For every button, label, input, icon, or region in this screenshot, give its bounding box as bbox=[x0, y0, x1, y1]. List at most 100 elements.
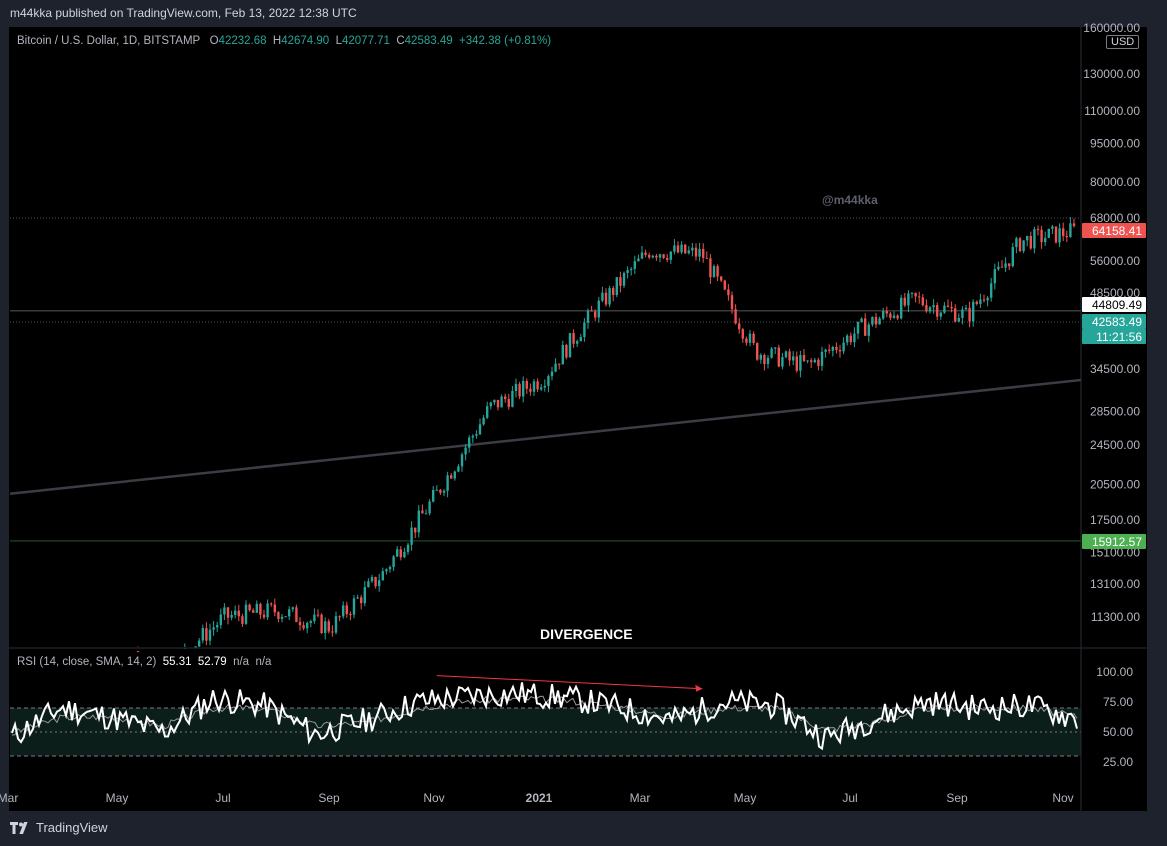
candle-body-98 bbox=[363, 587, 366, 604]
candle-body-280 bbox=[1018, 238, 1022, 252]
trendline bbox=[9, 378, 1082, 495]
candle-body-155 bbox=[568, 333, 572, 358]
candle-body-214 bbox=[781, 357, 784, 367]
candle-body-55 bbox=[208, 629, 212, 641]
candle-body-78 bbox=[291, 607, 294, 610]
candle-body-191 bbox=[698, 248, 701, 257]
candle-body-228 bbox=[831, 346, 834, 351]
candle-body-51 bbox=[194, 646, 197, 648]
time-tick-2: Jul bbox=[215, 791, 230, 805]
candle-body-73 bbox=[273, 604, 276, 613]
candle-body-74 bbox=[277, 612, 280, 619]
candle-body-238 bbox=[867, 324, 870, 336]
candle-body-227 bbox=[828, 349, 831, 351]
candle-body-106 bbox=[392, 556, 395, 568]
candle-body-188 bbox=[687, 250, 690, 254]
candle-body-254 bbox=[925, 305, 928, 312]
candle-body-105 bbox=[388, 567, 392, 570]
price-label-1: 44809.49 bbox=[1092, 298, 1142, 312]
candle-body-192 bbox=[702, 248, 705, 258]
rsi-tick-2: 50.00 bbox=[1103, 725, 1133, 739]
candle-body-159 bbox=[583, 322, 586, 338]
candle-body-108 bbox=[399, 549, 402, 558]
open-label: O bbox=[209, 35, 219, 47]
candle-body-274 bbox=[997, 266, 1000, 270]
candle-body-142 bbox=[522, 381, 525, 397]
chart-frame[interactable] bbox=[9, 27, 1147, 811]
candle-body-115 bbox=[424, 513, 428, 515]
divergence-arrowhead bbox=[695, 684, 703, 692]
candle-body-85 bbox=[316, 614, 320, 616]
price-pane bbox=[9, 217, 1082, 653]
candle-body-177 bbox=[648, 254, 651, 258]
candle-body-282 bbox=[1026, 235, 1029, 241]
candle-body-175 bbox=[640, 252, 644, 259]
candle-body-64 bbox=[241, 616, 244, 624]
candle-body-123 bbox=[453, 471, 456, 479]
candle-body-247 bbox=[900, 297, 903, 319]
candle-body-262 bbox=[954, 308, 957, 322]
time-tick-5: 2021 bbox=[526, 791, 553, 805]
time-tick-10: Nov bbox=[1052, 791, 1073, 805]
price-tick-6: 56000.00 bbox=[1090, 254, 1140, 268]
candle-body-130 bbox=[478, 424, 482, 435]
candle-body-84 bbox=[313, 614, 316, 622]
candle-body-167 bbox=[612, 288, 615, 296]
candle-body-221 bbox=[806, 360, 809, 362]
candle-body-107 bbox=[396, 549, 399, 557]
price-tick-7: 48500.00 bbox=[1090, 286, 1140, 300]
candle-body-286 bbox=[1040, 229, 1043, 243]
price-tick-5: 68000.00 bbox=[1090, 211, 1140, 225]
candle-body-204 bbox=[745, 338, 748, 343]
candle-body-273 bbox=[993, 269, 996, 284]
price-tick-8: 34500.00 bbox=[1090, 362, 1140, 376]
candle-body-76 bbox=[284, 616, 287, 618]
candle-body-225 bbox=[820, 351, 824, 366]
candle-body-235 bbox=[856, 321, 860, 334]
rsi-pane bbox=[10, 675, 1081, 757]
footer-brand[interactable]: TradingView bbox=[10, 820, 108, 835]
candle-body-178 bbox=[651, 255, 654, 258]
price-tick-12: 17500.00 bbox=[1090, 513, 1140, 527]
price-tick-15: 11300.00 bbox=[1091, 610, 1140, 624]
candle-body-255 bbox=[928, 307, 932, 312]
time-tick-8: Jul bbox=[842, 791, 857, 805]
time-tick-3: Sep bbox=[318, 791, 340, 805]
candle-body-96 bbox=[356, 597, 359, 599]
tradingview-logo-icon bbox=[10, 821, 28, 834]
candle-body-141 bbox=[518, 383, 521, 397]
price-label-4: 15912.57 bbox=[1092, 535, 1142, 549]
price-label-0: 64158.41 bbox=[1092, 224, 1142, 238]
candle-body-243 bbox=[885, 311, 888, 314]
candle-body-54 bbox=[205, 628, 208, 641]
price-label-box-4 bbox=[1082, 534, 1146, 549]
price-tick-13: 15100.00 bbox=[1090, 546, 1140, 560]
candle-body-89 bbox=[331, 631, 334, 633]
candle-body-119 bbox=[439, 489, 442, 493]
candle-body-139 bbox=[511, 391, 514, 407]
candle-body-289 bbox=[1051, 226, 1054, 229]
candle-body-190 bbox=[694, 247, 698, 257]
candle-body-143 bbox=[525, 381, 528, 389]
time-tick-4: Nov bbox=[423, 791, 444, 805]
candle-body-222 bbox=[810, 360, 813, 363]
candle-body-278 bbox=[1011, 247, 1014, 267]
candle-body-231 bbox=[842, 342, 845, 352]
candle-body-156 bbox=[572, 333, 575, 344]
rsi-na-1: n/a bbox=[233, 656, 250, 668]
candle-body-259 bbox=[943, 305, 946, 313]
candle-body-120 bbox=[442, 490, 446, 493]
candle-body-128 bbox=[471, 435, 474, 438]
candle-body-197 bbox=[720, 276, 723, 281]
candle-body-292 bbox=[1062, 228, 1065, 237]
candle-body-229 bbox=[835, 346, 838, 350]
currency-button[interactable]: USD bbox=[1106, 35, 1140, 49]
price-label-3: 11:21:56 bbox=[1096, 330, 1142, 344]
candle-body-266 bbox=[968, 307, 971, 322]
candle-body-284 bbox=[1033, 229, 1036, 249]
candle-body-189 bbox=[691, 247, 694, 251]
candle-body-237 bbox=[864, 318, 867, 336]
candle-body-279 bbox=[1015, 238, 1018, 248]
candle-body-135 bbox=[496, 399, 500, 408]
